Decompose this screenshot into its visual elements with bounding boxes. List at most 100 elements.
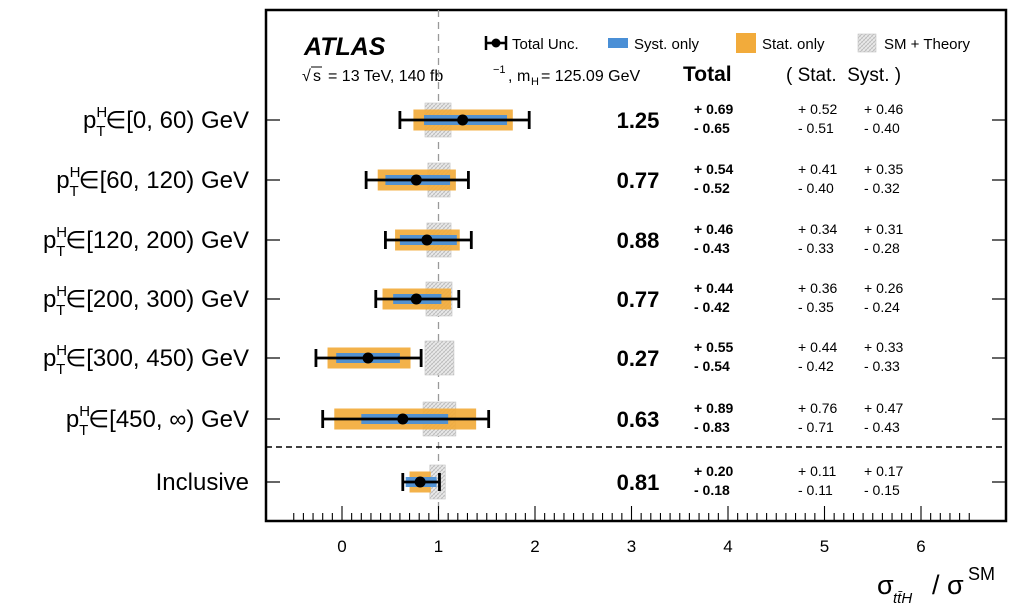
total-up-text: + 0.20 <box>694 463 734 479</box>
row-label-text: pH T∈[60, 120) GeV <box>56 164 249 200</box>
row-label: pH T∈[60, 120) GeV <box>56 164 249 200</box>
svg-text:s: s <box>313 68 321 85</box>
row-bin-1: pH T∈[60, 120) GeV 0.77 + 0.54 - 0.52 + 0.41 -… <box>56 161 1006 200</box>
central-value-text: 0.77 <box>617 168 660 193</box>
legend: Total Unc. Syst. only Stat. only SM + Theor… <box>484 33 971 53</box>
mass-value: = 125.09 GeV <box>541 68 641 85</box>
row-label: Inclusive <box>156 469 249 496</box>
xlabel-superscript: SM <box>968 564 995 584</box>
total-down-text: - 0.83 <box>694 419 730 435</box>
energy-lumi-label: √ s = 13 TeV, 140 fb −1 , m H = 125.09 G… <box>302 64 641 88</box>
xlabel-subscript: tt̄H <box>893 590 912 607</box>
total-down-text: - 0.42 <box>694 299 730 315</box>
total-up-text: + 0.46 <box>694 221 734 237</box>
row-bin-5: pH T∈[450, ∞) GeV 0.63 + 0.89 - 0.83 + 0.76 - … <box>66 400 1006 439</box>
central-value-text: 0.88 <box>617 228 660 253</box>
total-up-text: + 0.89 <box>694 400 734 416</box>
legend-swatch <box>608 38 628 48</box>
stat-down-text: - 0.51 <box>798 120 834 136</box>
total-down-text: - 0.52 <box>694 180 730 196</box>
total-header: Total <box>683 63 732 86</box>
x-tick-label: 4 <box>723 537 732 556</box>
stat-up-text: + 0.41 <box>798 161 838 177</box>
svg-text:−1: −1 <box>493 64 506 76</box>
legend-label: Stat. only <box>762 36 825 53</box>
total-up-text: + 0.69 <box>694 101 734 117</box>
syst-down-text: - 0.40 <box>864 120 900 136</box>
total-up-text: + 0.44 <box>694 280 734 296</box>
mass-symbol: m <box>517 68 530 85</box>
syst-up-text: + 0.33 <box>864 339 904 355</box>
xlabel-denominator: / σ <box>932 570 964 600</box>
legend-item-box: Syst. only <box>608 36 700 53</box>
syst-up-text: + 0.46 <box>864 101 904 117</box>
central-value-point <box>421 234 433 246</box>
row-bin-0: pH T∈[0, 60) GeV 1.25 + 0.69 - 0.65 + 0.52 - 0… <box>83 101 1006 140</box>
legend-item-box: Stat. only <box>736 33 825 53</box>
syst-down-text: - 0.32 <box>864 180 900 196</box>
central-value-text: 0.27 <box>617 346 660 371</box>
syst-up-text: + 0.26 <box>864 280 904 296</box>
row-bin-3: pH T∈[200, 300) GeV 0.77 + 0.44 - 0.42 + 0.36… <box>43 280 1006 319</box>
row-label-text: pH T∈[300, 450) GeV <box>43 342 249 378</box>
svg-text:√: √ <box>302 68 311 85</box>
row-label: pH T∈[450, ∞) GeV <box>66 403 249 439</box>
row-label-text: pH T∈[450, ∞) GeV <box>66 403 249 439</box>
legend-label: Total Unc. <box>512 36 579 53</box>
syst-up-text: + 0.35 <box>864 161 904 177</box>
row-bin-4: pH T∈[300, 450) GeV 0.27 + 0.55 - 0.54 + 0.44… <box>43 339 1006 378</box>
legend-item-hatch: SM + Theory <box>857 33 971 53</box>
central-value-point <box>410 174 422 186</box>
row-label: pH T∈[0, 60) GeV <box>83 104 249 140</box>
syst-up-text: + 0.47 <box>864 400 904 416</box>
svg-text:,: , <box>508 68 512 85</box>
x-axis-label: σ tt̄H / σ SM <box>877 564 995 607</box>
syst-down-text: - 0.15 <box>864 482 900 498</box>
row-label-text: pH T∈[0, 60) GeV <box>83 104 249 140</box>
row-label-text: Inclusive <box>156 469 249 496</box>
xlabel-sigma: σ <box>877 570 894 600</box>
stat-down-text: - 0.40 <box>798 180 834 196</box>
total-up-text: + 0.54 <box>694 161 734 177</box>
total-up-text: + 0.55 <box>694 339 734 355</box>
legend-swatch <box>736 33 756 53</box>
central-value-point <box>410 293 422 305</box>
stat-down-text: - 0.33 <box>798 240 834 256</box>
legend-label: Syst. only <box>634 36 700 53</box>
legend-hatch-swatch <box>857 33 877 53</box>
total-down-text: - 0.43 <box>694 240 730 256</box>
legend-label: SM + Theory <box>884 36 971 53</box>
total-down-text: - 0.65 <box>694 120 730 136</box>
central-value-point <box>457 114 469 126</box>
stat-up-text: + 0.76 <box>798 400 838 416</box>
legend-item-errorbar: Total Unc. <box>484 36 579 53</box>
syst-down-text: - 0.28 <box>864 240 900 256</box>
row-inclusive: Inclusive 0.81 + 0.20 - 0.18 + 0.11 - 0.11 + 0… <box>156 463 1006 500</box>
row-label: pH T∈[200, 300) GeV <box>43 283 249 319</box>
row-label: pH T∈[120, 200) GeV <box>43 224 249 260</box>
syst-up-text: + 0.17 <box>864 463 904 479</box>
central-value-text: 0.63 <box>617 407 660 432</box>
total-down-text: - 0.54 <box>694 358 730 374</box>
central-value-point <box>414 476 426 488</box>
row-label: pH T∈[300, 450) GeV <box>43 342 249 378</box>
stat-down-text: - 0.42 <box>798 358 834 374</box>
syst-down-text: - 0.24 <box>864 299 900 315</box>
legend-errorbar-point <box>491 38 501 48</box>
stat-syst-header: ( Stat. Syst. ) <box>786 65 901 86</box>
svg-text:H: H <box>531 76 539 88</box>
central-value-point <box>397 413 409 425</box>
x-tick-label: 3 <box>627 537 636 556</box>
central-value-point <box>362 352 374 364</box>
central-value-text: 0.77 <box>617 287 660 312</box>
x-tick-label: 2 <box>530 537 539 556</box>
stat-up-text: + 0.34 <box>798 221 838 237</box>
stat-up-text: + 0.52 <box>798 101 838 117</box>
x-tick-label: 0 <box>337 537 346 556</box>
sm-theory-band <box>424 340 455 376</box>
stat-down-text: - 0.11 <box>798 482 833 498</box>
stat-up-text: + 0.44 <box>798 339 838 355</box>
energy-text: = 13 TeV, 140 fb <box>328 68 443 85</box>
